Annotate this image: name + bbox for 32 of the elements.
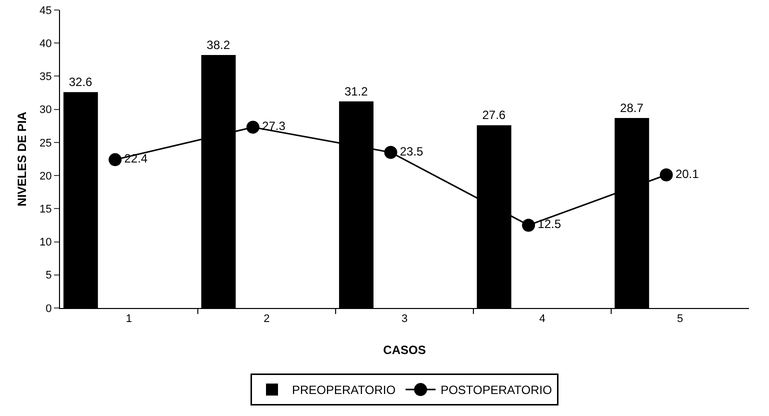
y-tick-label: 30 xyxy=(40,104,52,116)
x-tick-label: 1 xyxy=(126,313,132,326)
y-tick-label: 45 xyxy=(40,4,52,17)
y-tick-label: 5 xyxy=(46,270,52,282)
legend-label: POSTOPERATORIO xyxy=(440,383,552,398)
data-label: 28.7 xyxy=(620,100,644,115)
data-label: 32.6 xyxy=(68,75,93,90)
x-tick-label: 2 xyxy=(264,313,270,326)
point xyxy=(246,120,260,134)
y-tick-label: 15 xyxy=(40,204,52,216)
y-tick-label: 25 xyxy=(40,137,52,150)
y-tick-label: 40 xyxy=(40,38,52,50)
y-tick-label: 10 xyxy=(40,236,52,249)
data-label: 31.2 xyxy=(344,84,368,98)
x-tick-label: 5 xyxy=(677,313,684,326)
y-tick-label: 0 xyxy=(46,302,52,315)
y-tick-label: 20 xyxy=(40,170,52,182)
point xyxy=(108,153,122,166)
data-label: 27.6 xyxy=(482,108,506,122)
data-label: 38.2 xyxy=(206,38,230,52)
y-axis-title: NIVELES DE PIA xyxy=(15,111,29,206)
point xyxy=(660,168,673,182)
data-label: 23.5 xyxy=(400,144,424,158)
legend-label: PREOPERATORIO xyxy=(292,383,396,398)
x-axis-title: CASOS xyxy=(383,343,426,357)
data-label: 12.5 xyxy=(538,217,562,232)
x-tick-label: 3 xyxy=(401,313,408,326)
x-tick-label: 4 xyxy=(539,313,546,326)
point xyxy=(384,146,398,159)
y-tick-label: 35 xyxy=(40,71,52,84)
data-label: 20.1 xyxy=(675,166,700,181)
point xyxy=(522,218,536,232)
